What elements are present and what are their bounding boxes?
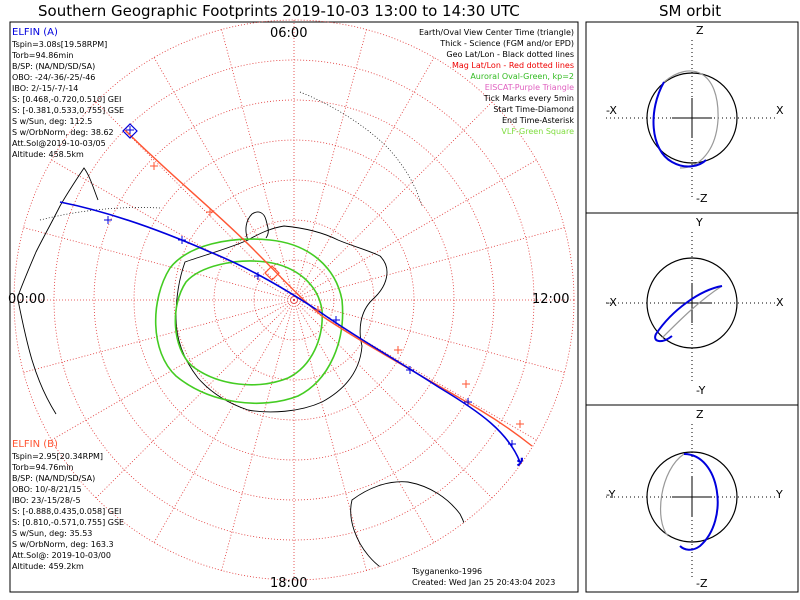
elfin-b-line: OBO: 10/-8/21/15 xyxy=(12,485,82,494)
mag-longitude-line xyxy=(293,29,367,301)
mag-longitude-line xyxy=(221,29,295,301)
elfin-a-info: ELFIN (A) Tspin=3.08s[19.58RPM] Torb=94.… xyxy=(12,26,124,160)
elfin-a-line: S: [0.468,-0.720,0.510] GEI xyxy=(12,95,122,104)
elfin-a-line: Altitude: 458.5km xyxy=(12,150,84,159)
sm2-right-label: X xyxy=(776,296,784,309)
sm2-bottom-label: -Y xyxy=(696,384,706,397)
sm2-top-label: Y xyxy=(696,216,703,229)
legend-item: Thick - Science (FGM and/or EPD) xyxy=(440,39,574,48)
elfin-b-header: ELFIN (B) xyxy=(12,439,58,450)
elfin-a-ticks xyxy=(104,216,516,448)
elfin-a-line: OBO: -24/-36/-25/-46 xyxy=(12,73,96,82)
africa-outline xyxy=(17,299,57,415)
sm-panel-yz xyxy=(606,424,778,578)
mag-longitude-line xyxy=(221,299,295,571)
elfin-a-line: Tspin=3.08s[19.58RPM] xyxy=(12,40,108,49)
mag-longitude-line xyxy=(153,299,295,543)
elfin-b-line: S w/Sun, deg: 35.53 xyxy=(12,529,93,538)
legend: Earth/Oval View Center Time (triangle) Th… xyxy=(419,27,574,137)
mag-longitude-line xyxy=(293,57,435,301)
elfin-a-line: S w/Sun, deg: 112.5 xyxy=(12,117,93,126)
geo-grid-line xyxy=(299,91,423,207)
map-frame xyxy=(9,21,579,593)
elfin-a-line: S w/OrbNorm, deg: 38.62 xyxy=(12,128,114,137)
mag-longitude-line xyxy=(293,299,565,373)
legend-item: Earth/Oval View Center Time (triangle) xyxy=(418,28,574,37)
south-america-outline xyxy=(17,167,99,297)
elfin-a-end-asterisk: ✱ xyxy=(516,456,528,472)
geo-grid-line-2 xyxy=(39,207,161,221)
sm3-bottom-label: -Z xyxy=(696,577,708,590)
elfin-b-line: S w/OrbNorm, deg: 163.3 xyxy=(12,540,114,549)
australia-outline xyxy=(350,481,467,579)
elfin-b-line: Att.Sol@: 2019-10-03/00 xyxy=(12,551,111,560)
legend-item: VLF-Green Square xyxy=(501,127,574,136)
peninsula-outline xyxy=(245,211,269,241)
legend-item: Tick Marks every 5min xyxy=(483,94,574,103)
elfin-a-line: Att.Sol@2019-10-03/05 xyxy=(12,139,106,148)
auroral-oval-outer xyxy=(154,238,344,405)
hour-label-right: 12:00 xyxy=(532,292,570,307)
sm1-bottom-label: -Z xyxy=(696,192,708,205)
elfin-b-line: S: [0.810,-0.571,0.755] GSE xyxy=(12,518,125,527)
map-title: Southern Geographic Footprints 2019-10-0… xyxy=(38,2,520,20)
elfin-b-line: B/SP: (NA/ND/SD/SA) xyxy=(12,474,96,483)
legend-item: Mag Lat/Lon - Red dotted lines xyxy=(451,61,574,70)
mag-longitude-line xyxy=(293,299,367,571)
elfin-a-track xyxy=(59,201,521,463)
mag-longitude-line xyxy=(23,299,295,373)
sm-panel-xz xyxy=(606,40,778,200)
sm1-left-label: -X xyxy=(606,104,617,117)
elfin-b-info: ELFIN (B) Tspin=2.95[20.34RPM] Torb=94.7… xyxy=(12,438,124,572)
elfin-b-line: S: [-0.888,0.435,0.058] GEI xyxy=(12,507,122,516)
sm-orbit-title: SM orbit xyxy=(659,2,722,20)
legend-item: End Time-Asterisk xyxy=(501,116,574,125)
sm1-top-label: Z xyxy=(696,24,704,37)
mag-longitude-line xyxy=(293,299,435,543)
elfin-b-line: IBO: 23/-15/28/-5 xyxy=(12,496,81,505)
mag-latitude-ring xyxy=(93,99,495,501)
sm3-left-label: -Y xyxy=(606,488,616,501)
antarctica-outline xyxy=(175,225,388,413)
elfin-b-line: Tspin=2.95[20.34RPM] xyxy=(12,452,104,461)
mag-longitude-line xyxy=(293,159,537,301)
legend-item: EISCAT-Purple Triangle xyxy=(484,83,574,92)
created-label: Created: Wed Jan 25 20:43:04 2023 xyxy=(412,578,556,587)
elfin-b-line: Altitude: 459.2km xyxy=(12,562,84,571)
sm2-left-label: -X xyxy=(606,296,617,309)
legend-item: Geo Lat/Lon - Black dotted lines xyxy=(446,50,574,59)
elfin-a-line: IBO: 2/-15/-7/-14 xyxy=(12,84,79,93)
hour-label-bottom: 18:00 xyxy=(270,576,308,591)
mag-longitude-line xyxy=(51,299,295,441)
elfin-b-diamond xyxy=(264,265,280,281)
model-label: Tsyganenko-1996 xyxy=(412,567,483,576)
elfin-a-start-diamond xyxy=(122,123,138,139)
elfin-a-header: ELFIN (A) xyxy=(12,27,58,38)
sm3-right-label: Y xyxy=(776,488,783,501)
legend-item: Start Time-Diamond xyxy=(493,105,574,114)
elfin-b-track xyxy=(124,129,533,447)
mag-grid xyxy=(14,20,574,580)
mag-longitude-line xyxy=(95,101,295,301)
elfin-b-line: Torb=94.76min xyxy=(12,463,74,472)
sm-frame xyxy=(585,21,799,593)
sm3-top-label: Z xyxy=(696,408,704,421)
mag-latitude-ring xyxy=(213,219,375,381)
sm-panel-xy xyxy=(606,232,778,382)
auroral-oval-inner xyxy=(174,260,323,386)
elfin-a-start-cross xyxy=(126,126,134,134)
legend-item: Auroral Oval-Green, kp=2 xyxy=(470,72,574,81)
sm1-right-label: X xyxy=(776,104,784,117)
hour-label-top: 06:00 xyxy=(270,26,308,41)
polar-map: ✱ xyxy=(14,20,574,580)
elfin-a-line: S: [-0.381,0.533,0.755] GSE xyxy=(12,106,125,115)
hour-label-left: 00:00 xyxy=(8,292,46,307)
map-boundary xyxy=(13,19,575,581)
elfin-a-line: B/SP: (NA/ND/SD/SA) xyxy=(12,62,96,71)
mag-longitude-line xyxy=(95,299,295,499)
elfin-b-ticks xyxy=(150,162,524,428)
elfin-a-line: Torb=94.86min xyxy=(12,51,74,60)
